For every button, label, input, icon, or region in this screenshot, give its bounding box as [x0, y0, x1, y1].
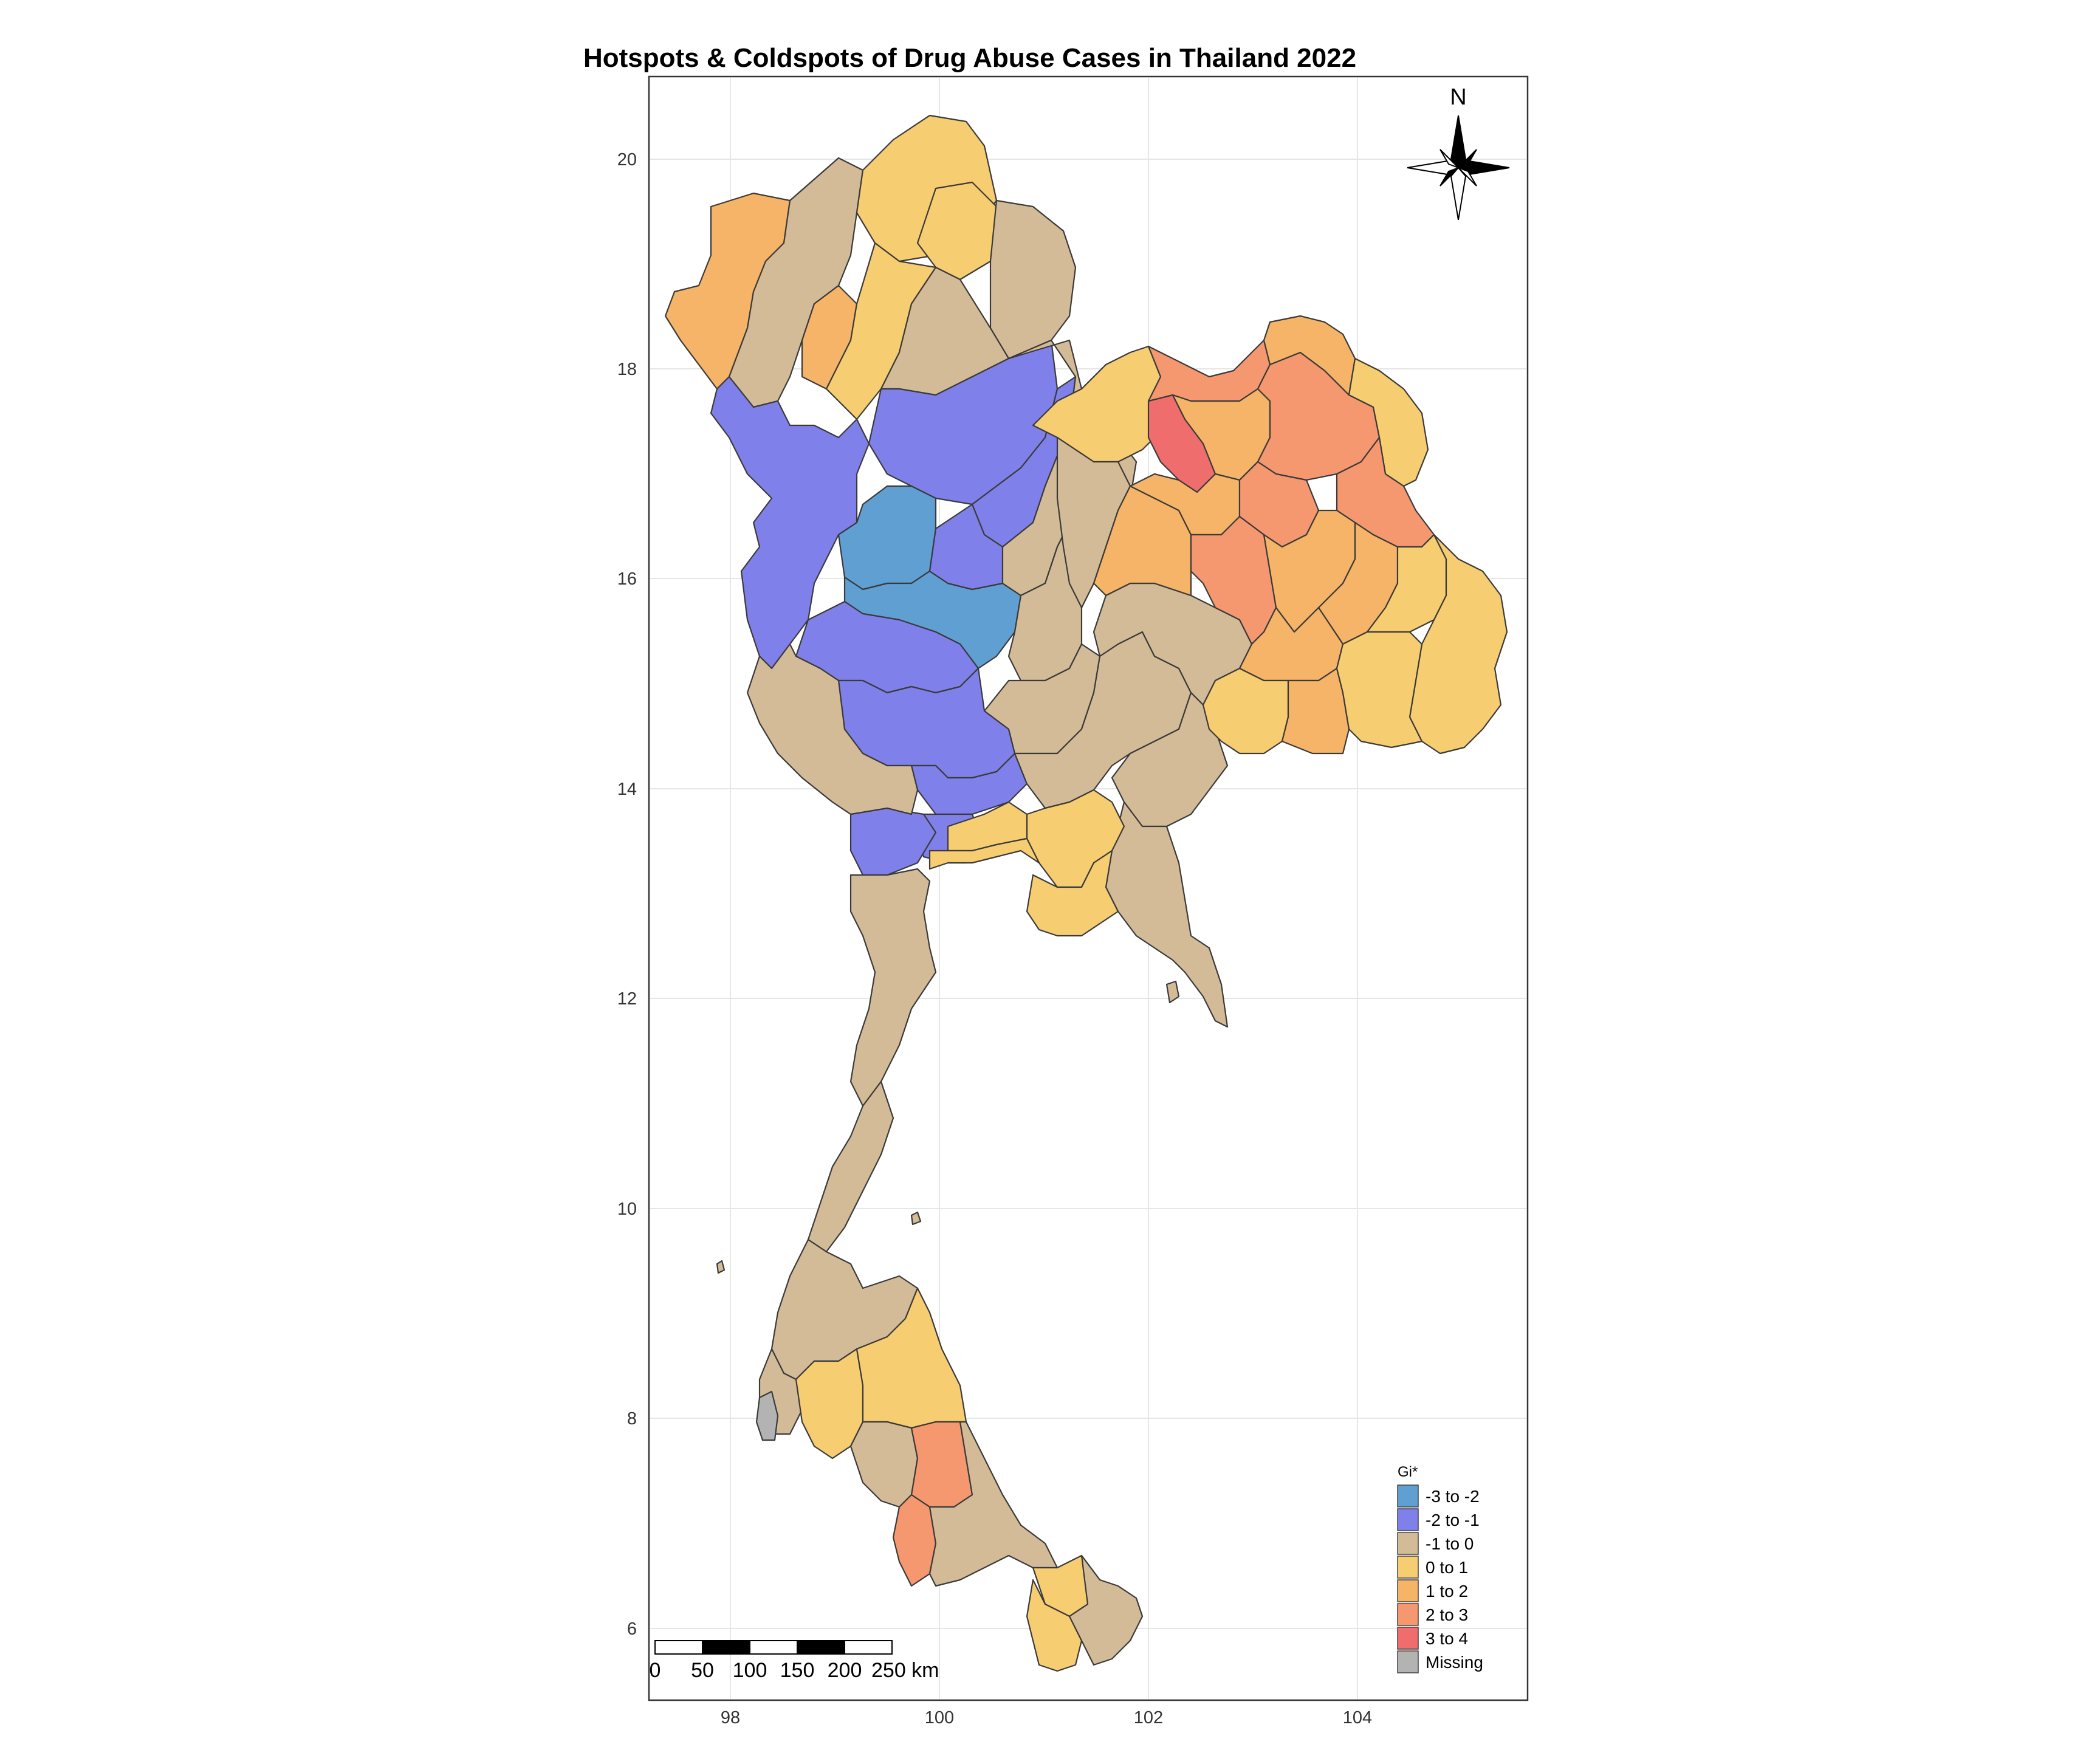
y-tick-label: 6 — [627, 1619, 637, 1639]
island — [1165, 980, 1180, 1004]
province-region — [1281, 667, 1350, 755]
y-tick-label: 20 — [617, 150, 637, 170]
scale-label: 250 km — [871, 1659, 939, 1682]
legend-label: -1 to 0 — [1426, 1534, 1474, 1553]
legend-swatch — [1397, 1627, 1419, 1650]
scale-label: 50 — [691, 1659, 714, 1682]
province-region — [1409, 534, 1508, 755]
y-tick-label: 12 — [617, 989, 637, 1009]
legend-swatch — [1397, 1603, 1419, 1626]
province-region — [1026, 1579, 1083, 1672]
map-title: Hotspots & Coldspots of Drug Abuse Cases… — [583, 43, 1356, 73]
province-region — [1336, 631, 1423, 749]
legend: Gi* -3 to -2 -2 to -1 -1 to 0 0 to 1 1 to 2 2… — [1397, 1464, 1483, 1673]
legend-title: Gi* — [1398, 1464, 1418, 1480]
legend-label: 2 to 3 — [1426, 1605, 1468, 1624]
island — [910, 1211, 922, 1226]
province-region — [928, 1421, 1059, 1587]
legend-label: 0 to 1 — [1426, 1558, 1468, 1577]
scale-label: 150 — [780, 1659, 815, 1682]
scale-label: 200 — [828, 1659, 862, 1682]
scale-label: 100 — [733, 1659, 767, 1682]
legend-label: 1 to 2 — [1426, 1582, 1468, 1601]
legend-label: -2 to -1 — [1426, 1511, 1480, 1529]
province-region — [710, 376, 870, 670]
province-region — [928, 837, 1040, 870]
island — [716, 1260, 726, 1274]
legend-swatch — [1397, 1532, 1419, 1555]
y-tick-label: 18 — [617, 360, 637, 379]
province-region — [849, 868, 937, 1107]
compass-rose-icon — [1407, 115, 1510, 221]
legend-label: 3 to 4 — [1426, 1629, 1468, 1648]
y-tick-label: 8 — [627, 1409, 637, 1429]
scale-label: 0 — [650, 1659, 661, 1682]
y-tick-label: 14 — [617, 780, 637, 799]
y-tick-label: 16 — [617, 569, 637, 589]
scale-bar: 0 50 100 150 200 250 km — [650, 1640, 939, 1682]
x-tick-label: 102 — [1134, 1708, 1163, 1728]
province-region — [1068, 1554, 1144, 1666]
legend-swatch — [1397, 1484, 1419, 1508]
province-region — [746, 643, 919, 815]
legend-swatch — [1397, 1579, 1419, 1602]
y-tick-label: 10 — [617, 1199, 637, 1219]
north-arrow-label: N — [1450, 84, 1466, 110]
province-region — [807, 1080, 894, 1253]
y-axis-ticks: 20 18 16 14 12 10 8 6 — [617, 150, 637, 1639]
legend-items: -3 to -2 -2 to -1 -1 to 0 0 to 1 1 to 2 2 to … — [1397, 1484, 1483, 1673]
province-region — [1026, 849, 1119, 937]
province-region — [1348, 357, 1429, 487]
x-tick-label: 104 — [1343, 1708, 1372, 1728]
x-tick-label: 98 — [721, 1708, 740, 1728]
province-region — [916, 181, 998, 281]
province-region-missing — [755, 1390, 779, 1441]
legend-swatch — [1397, 1650, 1419, 1673]
legend-swatch — [1397, 1508, 1419, 1531]
north-arrow: N — [1407, 84, 1510, 221]
legend-label: Missing — [1426, 1653, 1483, 1672]
x-axis-ticks: 98 100 102 104 — [721, 1708, 1372, 1728]
legend-swatch — [1397, 1556, 1419, 1579]
province-region — [989, 199, 1077, 360]
thailand-provinces — [664, 114, 1508, 1672]
x-tick-label: 100 — [925, 1708, 954, 1728]
province-region — [1366, 534, 1447, 633]
legend-label: -3 to -2 — [1426, 1487, 1480, 1506]
